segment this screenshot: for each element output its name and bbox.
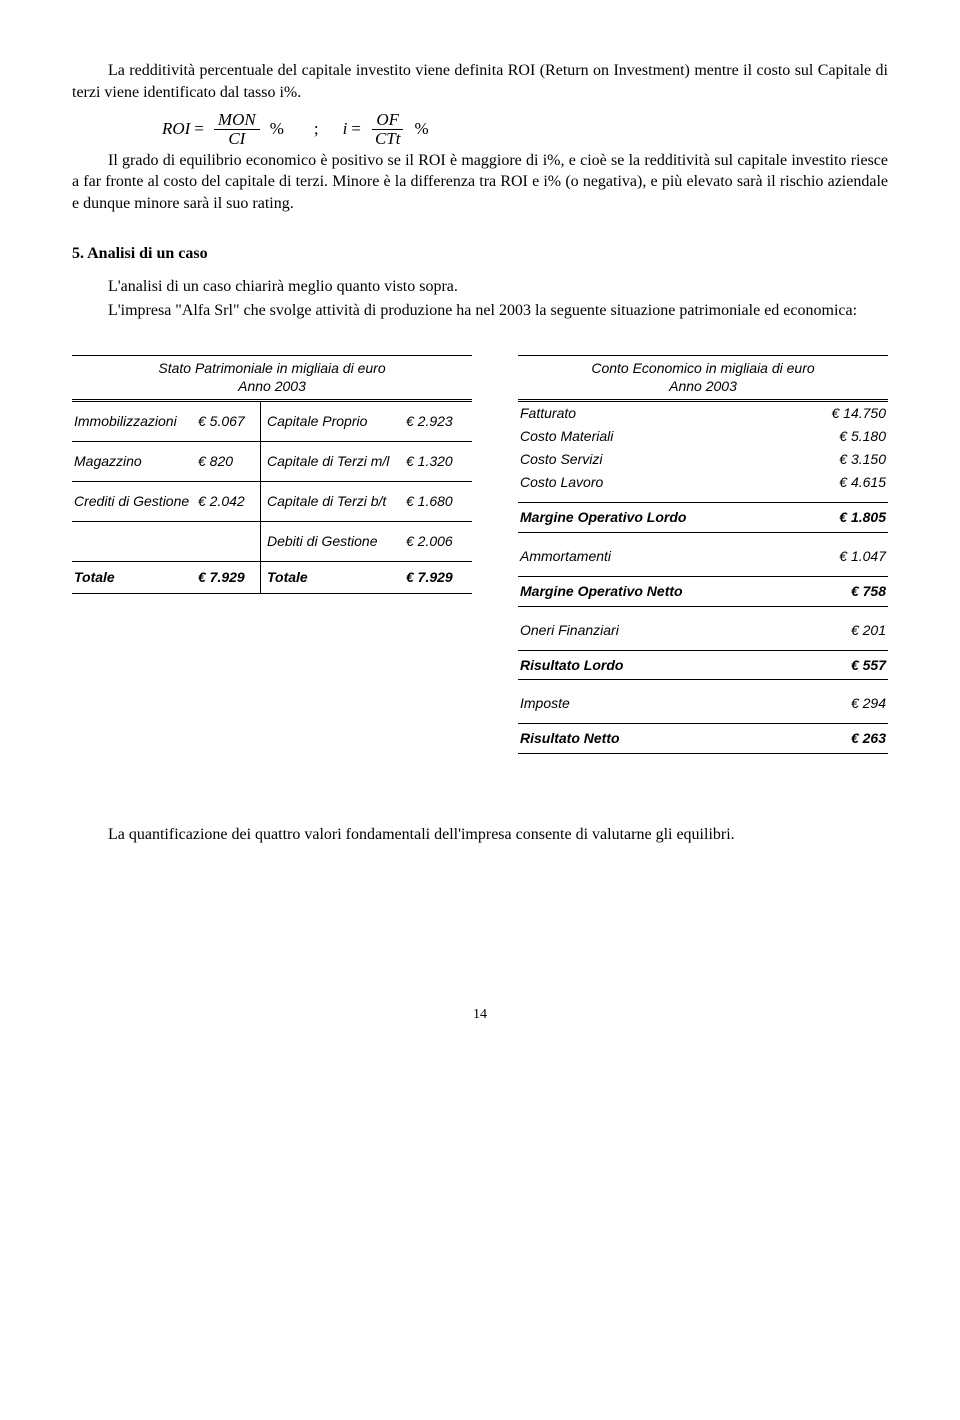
sp-total-right-value: € 7.929	[404, 562, 472, 594]
sp-right-label: Capitale di Terzi b/t	[261, 482, 405, 522]
equals-1: =	[194, 118, 204, 141]
sp-left-label	[72, 522, 196, 562]
formula-i: i = OF CTt %	[343, 111, 429, 148]
sp-title-line1: Stato Patrimoniale in migliaia di euro	[158, 360, 385, 376]
table-row: Costo Lavoro€ 4.615	[518, 471, 888, 502]
sp-right-value: € 1.680	[404, 482, 472, 522]
i-lhs: i	[343, 118, 348, 141]
paragraph-5: La quantificazione dei quattro valori fo…	[72, 824, 888, 846]
sp-right-value: € 1.320	[404, 442, 472, 482]
ce-value: € 557	[793, 650, 888, 680]
sp-left-value: € 820	[196, 442, 261, 482]
i-num: OF	[372, 111, 403, 130]
roi-den: CI	[224, 130, 249, 148]
table-row: Magazzino€ 820Capitale di Terzi m/l€ 1.3…	[72, 442, 472, 482]
ce-label: Costo Materiali	[518, 425, 793, 448]
ce-label: Oneri Finanziari	[518, 606, 793, 650]
ce-value: € 294	[793, 680, 888, 724]
paragraph-1: La redditività percentuale del capitale …	[72, 60, 888, 103]
percent-1: %	[270, 118, 284, 141]
table-row: Costo Materiali€ 5.180	[518, 425, 888, 448]
sp-total-row: Totale€ 7.929Totale€ 7.929	[72, 562, 472, 594]
ce-value: € 201	[793, 606, 888, 650]
ce-label: Margine Operativo Netto	[518, 576, 793, 606]
equals-2: =	[351, 118, 361, 141]
sp-title-line2: Anno 2003	[238, 378, 306, 394]
ce-value: € 5.180	[793, 425, 888, 448]
i-den: CTt	[371, 130, 405, 148]
roi-fraction: MON CI	[214, 111, 260, 148]
table-row: Risultato Netto€ 263	[518, 724, 888, 754]
sp-title: Stato Patrimoniale in migliaia di euro A…	[72, 355, 472, 402]
i-fraction: OF CTt	[371, 111, 405, 148]
table-row: Margine Operativo Lordo€ 1.805	[518, 503, 888, 533]
tables-row: Stato Patrimoniale in migliaia di euro A…	[72, 355, 888, 754]
table-row: Risultato Lordo€ 557	[518, 650, 888, 680]
ce-label: Imposte	[518, 680, 793, 724]
ce-table: Fatturato€ 14.750Costo Materiali€ 5.180C…	[518, 402, 888, 754]
paragraph-4: L'impresa "Alfa Srl" che svolge attività…	[72, 300, 888, 322]
sp-total-left-label: Totale	[72, 562, 196, 594]
formula-row: ROI = MON CI % ; i = OF CTt %	[162, 111, 888, 148]
ce-label: Risultato Netto	[518, 724, 793, 754]
paragraph-3: L'analisi di un caso chiarirà meglio qua…	[72, 276, 888, 298]
ce-label: Fatturato	[518, 402, 793, 425]
sp-left-label: Immobilizzazioni	[72, 402, 196, 441]
roi-lhs: ROI	[162, 118, 190, 141]
table-row: Costo Servizi€ 3.150	[518, 448, 888, 471]
ce-label: Ammortamenti	[518, 532, 793, 576]
ce-title: Conto Economico in migliaia di euro Anno…	[518, 355, 888, 402]
sp-right-label: Capitale di Terzi m/l	[261, 442, 405, 482]
conto-economico: Conto Economico in migliaia di euro Anno…	[518, 355, 888, 754]
ce-value: € 4.615	[793, 471, 888, 502]
paragraph-2: Il grado di equilibrio economico è posit…	[72, 150, 888, 215]
sp-left-label: Magazzino	[72, 442, 196, 482]
ce-title-line1: Conto Economico in migliaia di euro	[591, 360, 814, 376]
sp-right-value: € 2.923	[404, 402, 472, 441]
formula-roi: ROI = MON CI %	[162, 111, 284, 148]
ce-value: € 14.750	[793, 402, 888, 425]
sp-table: Immobilizzazioni€ 5.067Capitale Proprio€…	[72, 402, 472, 593]
sp-left-value: € 2.042	[196, 482, 261, 522]
ce-value: € 3.150	[793, 448, 888, 471]
ce-label: Costo Lavoro	[518, 471, 793, 502]
formula-sep: ;	[314, 118, 319, 141]
ce-title-line2: Anno 2003	[669, 378, 737, 394]
sp-right-value: € 2.006	[404, 522, 472, 562]
roi-num: MON	[214, 111, 260, 130]
ce-label: Risultato Lordo	[518, 650, 793, 680]
table-row: Fatturato€ 14.750	[518, 402, 888, 425]
table-row: Immobilizzazioni€ 5.067Capitale Proprio€…	[72, 402, 472, 441]
percent-2: %	[414, 118, 428, 141]
stato-patrimoniale: Stato Patrimoniale in migliaia di euro A…	[72, 355, 472, 593]
page-number: 14	[72, 1006, 888, 1025]
sp-left-value	[196, 522, 261, 562]
table-row: Debiti di Gestione€ 2.006	[72, 522, 472, 562]
ce-value: € 263	[793, 724, 888, 754]
sp-total-left-value: € 7.929	[196, 562, 261, 594]
ce-label: Costo Servizi	[518, 448, 793, 471]
ce-value: € 1.805	[793, 503, 888, 533]
sp-right-label: Debiti di Gestione	[261, 522, 405, 562]
sp-left-value: € 5.067	[196, 402, 261, 441]
table-row: Ammortamenti€ 1.047	[518, 532, 888, 576]
ce-label: Margine Operativo Lordo	[518, 503, 793, 533]
table-row: Margine Operativo Netto€ 758	[518, 576, 888, 606]
ce-value: € 1.047	[793, 532, 888, 576]
ce-value: € 758	[793, 576, 888, 606]
section-5-title: 5. Analisi di un caso	[72, 243, 888, 265]
sp-total-right-label: Totale	[261, 562, 405, 594]
table-row: Crediti di Gestione€ 2.042Capitale di Te…	[72, 482, 472, 522]
table-row: Imposte€ 294	[518, 680, 888, 724]
sp-right-label: Capitale Proprio	[261, 402, 405, 441]
sp-left-label: Crediti di Gestione	[72, 482, 196, 522]
table-row: Oneri Finanziari€ 201	[518, 606, 888, 650]
